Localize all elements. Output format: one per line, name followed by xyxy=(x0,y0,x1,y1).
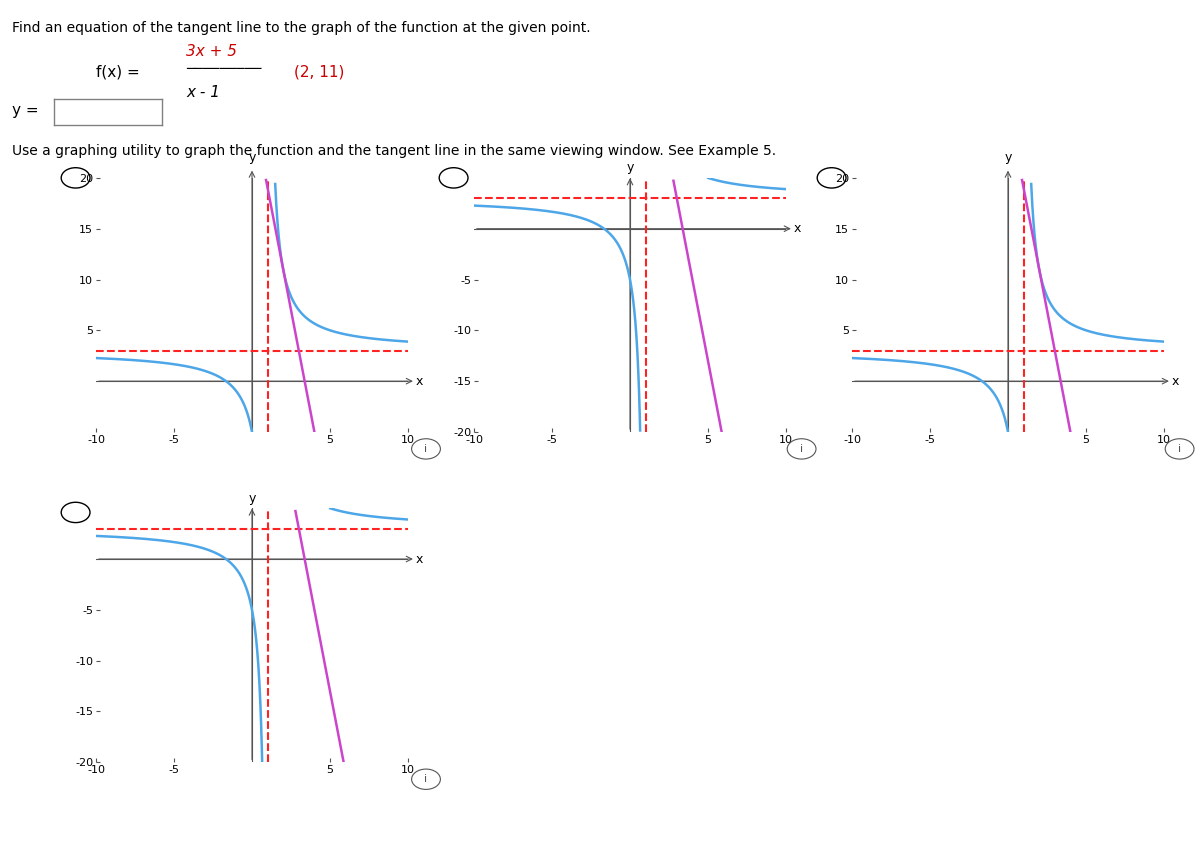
Text: x: x xyxy=(793,222,800,235)
Text: (2, 11): (2, 11) xyxy=(294,64,344,80)
Text: x: x xyxy=(415,374,422,388)
Text: 3x + 5: 3x + 5 xyxy=(186,44,238,59)
Text: i: i xyxy=(1178,444,1181,454)
Text: i: i xyxy=(425,444,427,454)
Text: i: i xyxy=(425,774,427,784)
Text: x: x xyxy=(415,552,422,566)
Text: i: i xyxy=(800,444,803,454)
Text: Use a graphing utility to graph the function and the tangent line in the same vi: Use a graphing utility to graph the func… xyxy=(12,144,776,158)
Text: y: y xyxy=(248,491,256,505)
Text: y: y xyxy=(626,161,634,174)
Text: ─────────: ───────── xyxy=(186,63,262,76)
Text: x: x xyxy=(1171,374,1178,388)
Text: y: y xyxy=(248,151,256,163)
Text: f(x) =: f(x) = xyxy=(96,64,139,80)
Text: Find an equation of the tangent line to the graph of the function at the given p: Find an equation of the tangent line to … xyxy=(12,21,590,36)
Text: x - 1: x - 1 xyxy=(186,85,220,100)
Text: y =: y = xyxy=(12,102,38,118)
Text: y: y xyxy=(1004,151,1012,163)
